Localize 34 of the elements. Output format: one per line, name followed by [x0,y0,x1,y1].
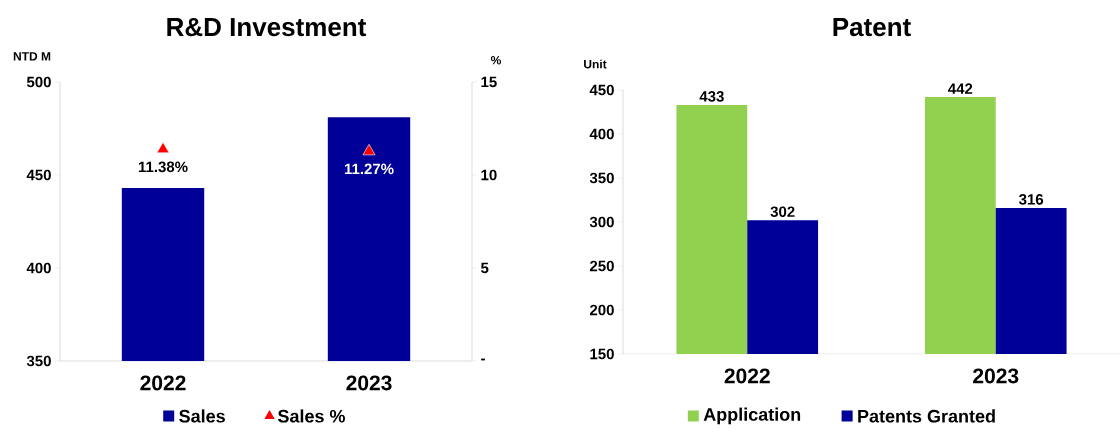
y2-tick-label: 10 [481,169,497,181]
y-tick-label: 450 [589,84,614,96]
legend-label: Sales [179,409,225,423]
data-label: 302 [770,206,795,218]
y-axis-title: Unit [584,59,607,69]
y-tick-label: 450 [26,169,51,181]
data-label: 442 [948,83,973,94]
x-tick-label: 2022 [140,375,186,391]
y-tick-label: 150 [590,348,614,360]
legend-label: Application [703,407,801,425]
y-tick-label: 200 [589,304,614,316]
y-tick-label: 400 [26,262,51,274]
x-tick-label: 2023 [973,368,1019,384]
data-label: 433 [699,91,724,102]
y-tick-label: 500 [26,76,51,88]
y-tick-label: 350 [26,355,51,367]
y-tick-label: 400 [589,128,614,140]
chart-title: Patent [833,18,911,37]
x-tick-label: 2023 [346,375,392,391]
y2-tick-label: 5 [481,262,489,274]
data-label: 11.38% [138,161,188,173]
data-label: 11.27% [344,163,394,175]
x-tick-label: 2022 [724,368,770,384]
y2-tick-label: - [481,358,485,361]
legend-label: Patents Granted [858,409,995,423]
y-tick-label: 300 [589,216,614,228]
y-axis-title: NTD M [13,52,51,61]
y-tick-label: 350 [589,172,614,184]
legend-label: Sales % [277,409,345,423]
y2-axis-title: % [490,56,502,65]
y-tick-label: 250 [589,260,614,272]
chart-title: R&D Investment [167,18,367,37]
data-label: 316 [1018,194,1044,205]
y2-tick-label: 15 [481,76,497,88]
